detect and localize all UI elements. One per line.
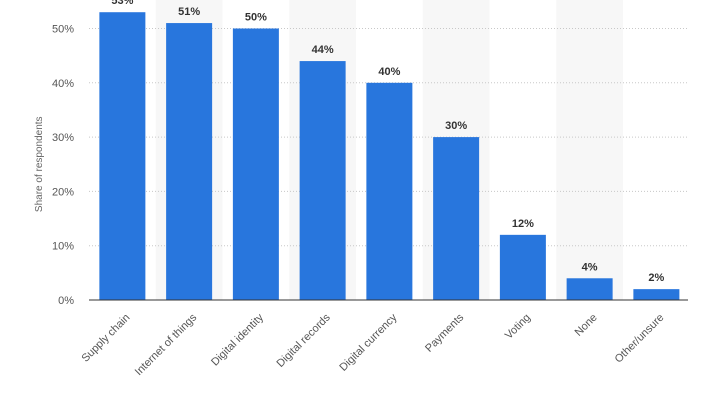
bar — [433, 137, 480, 300]
data-label: 44% — [312, 44, 334, 56]
bar — [166, 23, 213, 300]
data-labels: 53% 51% 50% 44% 40% 30% 12% 4% 2% — [111, 0, 664, 284]
bar — [299, 61, 346, 300]
category-label: Supply chain — [79, 312, 132, 365]
category-label: Voting — [503, 312, 533, 342]
category-label: Digital currency — [337, 311, 399, 373]
y-tick-label: 50% — [52, 24, 74, 36]
bar — [499, 234, 546, 300]
column-band — [556, 0, 623, 300]
bars — [99, 12, 680, 301]
category-label: Digital identity — [209, 311, 266, 368]
bar — [366, 82, 413, 300]
data-label: 51% — [178, 6, 200, 18]
data-label: 53% — [111, 0, 133, 7]
category-label: Payments — [423, 311, 466, 354]
y-tick-label: 10% — [52, 241, 74, 253]
data-label: 50% — [245, 12, 267, 24]
bar — [566, 278, 613, 300]
category-label: Internet of things — [133, 311, 200, 378]
data-label: 4% — [582, 261, 598, 273]
y-tick-label: 30% — [52, 132, 74, 144]
category-label: Other/unsure — [613, 312, 667, 366]
data-label: 2% — [648, 272, 664, 284]
bar — [633, 289, 680, 300]
category-label: Digital records — [275, 311, 334, 370]
data-label: 30% — [445, 120, 467, 132]
y-axis-ticks: 0% 10% 20% 30% 40% 50% — [52, 24, 74, 308]
bar — [99, 12, 146, 301]
category-label: None — [573, 312, 600, 339]
y-axis-title: Share of respondents — [34, 116, 45, 212]
data-label: 40% — [378, 66, 400, 78]
y-tick-label: 0% — [58, 295, 74, 307]
bar — [232, 28, 279, 300]
data-label: 12% — [512, 218, 534, 230]
x-axis-labels: Supply chain Internet of things Digital id… — [79, 311, 666, 378]
y-tick-label: 40% — [52, 78, 74, 90]
y-tick-label: 20% — [52, 186, 74, 198]
